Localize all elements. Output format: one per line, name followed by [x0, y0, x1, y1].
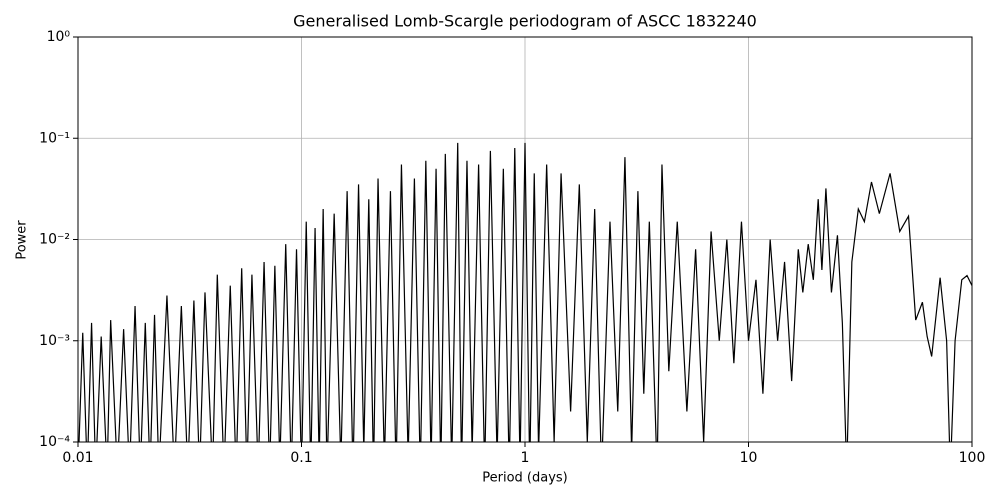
y-tick-label: 10⁻² [39, 232, 70, 248]
y-tick-label: 10⁰ [47, 29, 71, 45]
y-tick-label: 10⁻³ [39, 333, 70, 349]
y-axis-label: Power [15, 220, 30, 260]
line [78, 142, 972, 442]
x-tick-label: 100 [959, 450, 986, 466]
x-tick-label: 0.1 [290, 450, 312, 466]
x-tick-label: 1 [521, 450, 530, 466]
x-tick-label: 10 [740, 450, 758, 466]
x-axis-label: Period (days) [482, 471, 568, 486]
y-tick-label: 10⁻⁴ [39, 434, 70, 450]
y-tick-label: 10⁻¹ [39, 130, 70, 146]
x-tick-label: 0.01 [62, 450, 93, 466]
plot-frame [77, 36, 973, 443]
chart-title: Generalised Lomb-Scargle periodogram of … [293, 12, 757, 31]
